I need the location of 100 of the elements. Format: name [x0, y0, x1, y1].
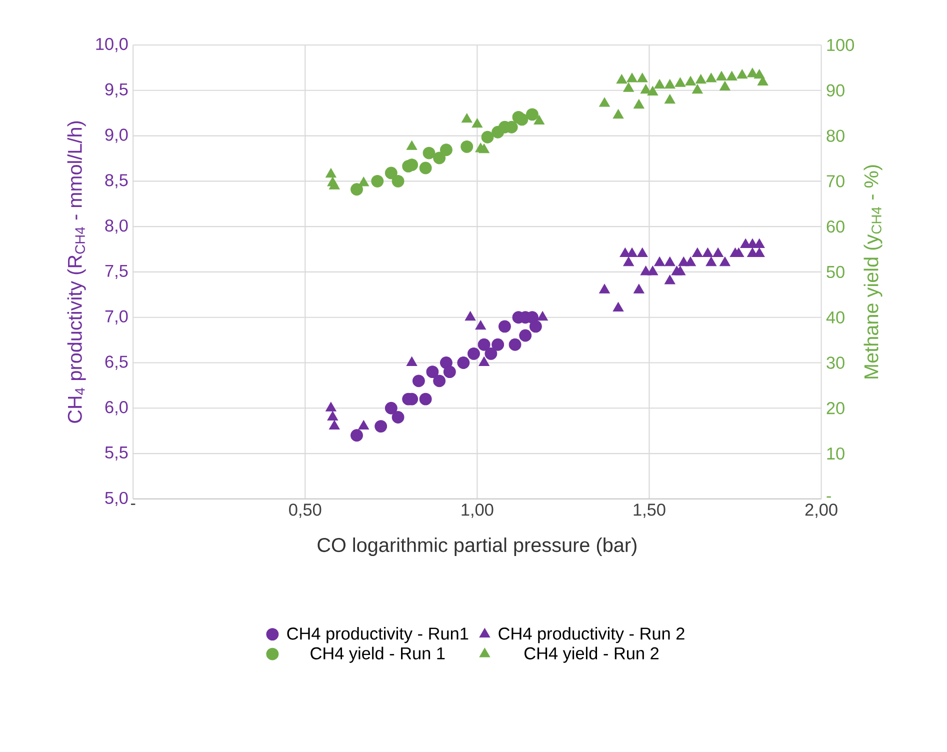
point: [720, 81, 730, 91]
y2-tick-label: 30: [826, 356, 844, 369]
point: [626, 72, 638, 82]
point: [692, 84, 703, 94]
point: [384, 166, 398, 180]
point: [647, 86, 658, 96]
point: [443, 366, 456, 378]
point: [326, 402, 336, 412]
y-tick-label: 8,0: [105, 220, 128, 234]
y-tick-label: 7,5: [105, 265, 128, 280]
point: [623, 256, 634, 266]
point: [350, 429, 363, 442]
y2-tick-label: 50: [826, 266, 844, 278]
legend-label: CH4 productivity - Run1: [287, 627, 468, 644]
point: [508, 338, 522, 351]
point: [519, 329, 532, 342]
point: [706, 256, 717, 266]
x-tick-label: 2,00: [805, 504, 838, 518]
x-tick-label: 1,00: [462, 504, 494, 518]
point: [636, 72, 648, 82]
point: [492, 338, 504, 351]
y-tick-label: 5,5: [105, 446, 128, 461]
point: [664, 256, 676, 266]
point: [616, 74, 628, 84]
point: [747, 68, 758, 78]
point: [328, 180, 340, 190]
point: [599, 97, 610, 107]
point: [472, 118, 483, 128]
point: [623, 82, 634, 92]
point: [327, 411, 338, 421]
point: [498, 320, 511, 333]
point: [526, 108, 538, 121]
point: [412, 374, 425, 388]
point: [460, 140, 474, 154]
point: [468, 348, 480, 360]
point: [406, 356, 418, 366]
x-axis-title: CO logarithmic partial pressure (bar): [318, 538, 636, 556]
point: [654, 256, 665, 266]
point: [640, 84, 652, 94]
point: [685, 256, 696, 266]
y2-tick-label: 80: [826, 130, 844, 142]
legend-label: CH4 yield - Run 1: [310, 646, 445, 663]
point: [392, 411, 404, 424]
point: [612, 302, 624, 312]
point: [706, 72, 717, 82]
y2-tick-label: 70: [826, 175, 844, 188]
y2-tick-label: 60: [826, 220, 844, 233]
point: [440, 144, 452, 156]
y2-tick-label: 40: [826, 311, 844, 324]
point: [371, 175, 384, 188]
point: [374, 420, 388, 433]
point: [457, 356, 470, 370]
y-tick-label: 10,0: [96, 38, 128, 52]
point: [534, 115, 545, 125]
point: [461, 113, 472, 123]
point: [664, 274, 676, 284]
y2-tick-label: 100: [827, 39, 854, 52]
legend-label: CH4 productivity - Run 2: [498, 627, 684, 644]
point: [674, 78, 686, 87]
point: [406, 140, 418, 150]
point: [419, 162, 432, 174]
y-tick-label: 6,0: [105, 401, 128, 416]
point: [475, 320, 486, 330]
x-tick-label: 1,50: [634, 504, 666, 518]
point: [647, 266, 658, 276]
point: [695, 74, 706, 84]
point: [654, 79, 665, 89]
point: [433, 374, 446, 388]
point: [481, 131, 494, 144]
y2-tick-label: 10: [827, 448, 844, 460]
x-tick-label: 0,50: [289, 504, 322, 518]
point: [685, 76, 696, 86]
point: [599, 284, 610, 294]
point: [636, 248, 648, 258]
y2-tick-label: 20: [826, 402, 844, 414]
point: [484, 348, 498, 360]
point: [702, 248, 714, 258]
y2-axis-title: Methane yield (y$_{CH4}$ - %): [864, 165, 882, 378]
y2-tick-label: 90: [826, 84, 844, 97]
y-tick-label: 9,5: [105, 83, 128, 98]
y-axis-title: CH$_{4}$ productivity (R$_{CH4}$ - mmol/L/h): [67, 121, 86, 423]
point: [664, 94, 676, 104]
point: [478, 338, 490, 351]
y-tick-label: 9,0: [105, 128, 128, 144]
x-tick-label: -: [130, 504, 136, 506]
point: [671, 266, 682, 276]
point: [664, 79, 676, 89]
point: [692, 248, 703, 258]
point: [712, 248, 724, 258]
point: [612, 109, 624, 119]
point: [633, 99, 644, 109]
point: [326, 168, 336, 178]
point: [464, 311, 476, 321]
legend-label: CH4 yield - Run 2: [524, 646, 659, 663]
point: [350, 183, 363, 196]
y-tick-label: 5,0: [105, 492, 128, 506]
point: [384, 402, 398, 415]
y-tick-label: 7,0: [105, 310, 128, 325]
point: [516, 113, 528, 126]
y-tick-label: 8,5: [105, 174, 128, 188]
